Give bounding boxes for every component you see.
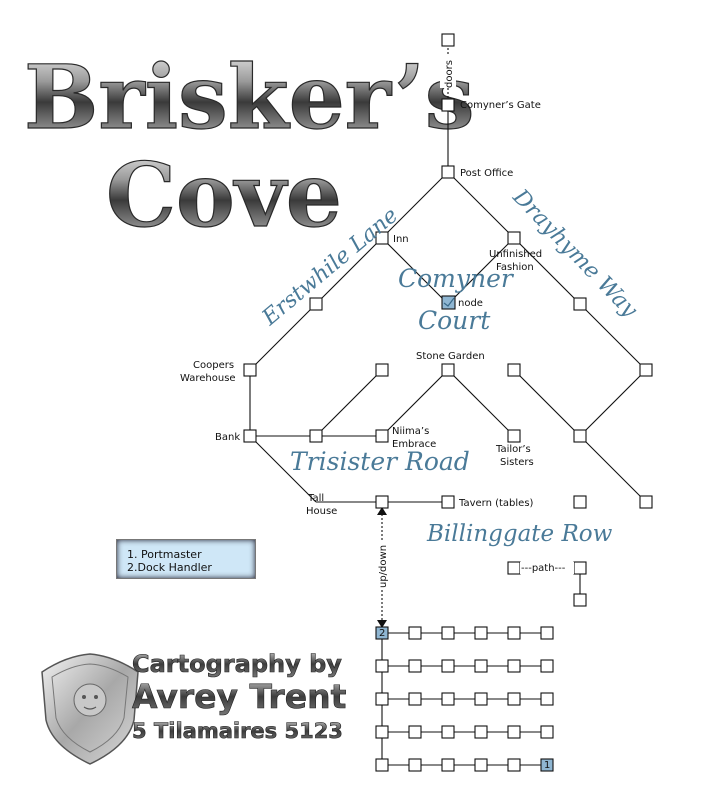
credit-line-1: Cartography by bbox=[132, 650, 342, 678]
street-trisister-road: Trisister Road bbox=[290, 447, 470, 476]
path-label-bg bbox=[520, 562, 574, 574]
label-coopers-1: Coopers bbox=[193, 360, 234, 371]
label-niimas-2: Embrace bbox=[392, 439, 436, 450]
grid-node[interactable] bbox=[441, 758, 455, 772]
legend-item-dock-handler: 2.Dock Handler bbox=[127, 561, 212, 574]
label-unfinished-fashion-1: Unfinished bbox=[489, 249, 542, 260]
grid-node[interactable] bbox=[408, 626, 422, 640]
node-bank[interactable] bbox=[243, 429, 257, 443]
grid-node[interactable] bbox=[474, 692, 488, 706]
node-post-office[interactable] bbox=[441, 165, 455, 179]
grid-node[interactable] bbox=[507, 626, 521, 640]
grid-node[interactable] bbox=[441, 692, 455, 706]
check-icon bbox=[443, 297, 455, 307]
label-post-office: Post Office bbox=[460, 168, 513, 179]
node-path-south[interactable] bbox=[573, 593, 587, 607]
grid-node[interactable] bbox=[540, 626, 554, 640]
grid-node[interactable] bbox=[507, 758, 521, 772]
node-erstwhile-mid[interactable] bbox=[309, 297, 323, 311]
grid-node[interactable] bbox=[408, 758, 422, 772]
grid-node[interactable] bbox=[540, 692, 554, 706]
grid-node[interactable] bbox=[474, 758, 488, 772]
grid-node[interactable] bbox=[408, 659, 422, 673]
title-line-1: Brisker’s bbox=[24, 45, 474, 149]
street-billinggate-row: Billinggate Row bbox=[426, 521, 613, 547]
grid-node[interactable] bbox=[375, 659, 389, 673]
legend-item-portmaster: 1. Portmaster bbox=[127, 548, 202, 561]
node-tailors-sisters[interactable] bbox=[507, 429, 521, 443]
updown-label-bg bbox=[374, 540, 390, 588]
label-tall-1: Tall bbox=[307, 493, 324, 504]
node-court-east[interactable] bbox=[507, 363, 521, 377]
node-doors-top[interactable] bbox=[441, 33, 455, 47]
grid-node[interactable] bbox=[441, 725, 455, 739]
node-tavern[interactable] bbox=[441, 495, 455, 509]
label-niimas-1: Niima’s bbox=[392, 426, 429, 437]
grid-node[interactable] bbox=[375, 758, 389, 772]
node-comyners-gate[interactable] bbox=[441, 98, 455, 112]
node-billinggate-west[interactable] bbox=[573, 495, 587, 509]
label-inn: Inn bbox=[393, 234, 409, 245]
node-trisister-mid[interactable] bbox=[309, 429, 323, 443]
label-comyners-gate: Comyner’s Gate bbox=[460, 100, 541, 111]
grid-node[interactable] bbox=[507, 659, 521, 673]
label-tailors-2: Sisters bbox=[500, 457, 534, 468]
grid-node[interactable] bbox=[507, 725, 521, 739]
label-stone-garden: Stone Garden bbox=[416, 351, 485, 362]
label-coopers-2: Warehouse bbox=[180, 373, 236, 384]
node-tall-house-junction[interactable] bbox=[375, 495, 389, 509]
grid-node[interactable] bbox=[474, 659, 488, 673]
label-bank: Bank bbox=[215, 432, 240, 443]
node-billinggate-east[interactable] bbox=[639, 495, 653, 509]
grid-node[interactable] bbox=[375, 692, 389, 706]
node-path-east[interactable] bbox=[573, 561, 587, 575]
arrow-up-icon bbox=[377, 507, 387, 515]
node-niimas-embrace[interactable] bbox=[375, 429, 389, 443]
node-court-west[interactable] bbox=[375, 363, 389, 377]
grid-node[interactable] bbox=[507, 692, 521, 706]
grid-node[interactable] bbox=[408, 725, 422, 739]
node-coopers-warehouse[interactable] bbox=[243, 363, 257, 377]
grid-node[interactable] bbox=[408, 692, 422, 706]
grid-node[interactable] bbox=[474, 725, 488, 739]
street-comyner-court-line2: Court bbox=[418, 306, 491, 335]
title-line-2: Cove bbox=[106, 143, 342, 247]
legend-box: 1. Portmaster 2.Dock Handler bbox=[116, 539, 256, 579]
grid-marker-end[interactable] bbox=[540, 758, 554, 772]
label-tailors-1: Tailor’s bbox=[495, 444, 531, 455]
grid-node[interactable] bbox=[540, 725, 554, 739]
doors-label-bg bbox=[440, 56, 456, 88]
grid-node[interactable] bbox=[441, 626, 455, 640]
node-unfinished-fashion[interactable] bbox=[507, 231, 521, 245]
node-path-west[interactable] bbox=[507, 561, 521, 575]
lion-shield-icon bbox=[41, 653, 139, 765]
grid-marker-start[interactable] bbox=[375, 626, 389, 640]
grid-node[interactable] bbox=[474, 626, 488, 640]
label-unfinished-fashion-2: Fashion bbox=[496, 262, 534, 273]
node-drayhyme-east[interactable] bbox=[639, 363, 653, 377]
label-path: ---path--- bbox=[521, 563, 566, 574]
credit-line-2: Avrey Trent bbox=[132, 677, 347, 716]
arrow-down-icon bbox=[377, 620, 387, 628]
label-up-down: up/down bbox=[378, 545, 389, 588]
grid-marker-start-label: 2 bbox=[379, 628, 385, 639]
room-grid bbox=[375, 626, 554, 772]
node-inn[interactable] bbox=[375, 231, 389, 245]
node-junction-east[interactable] bbox=[573, 429, 587, 443]
node-stone-garden[interactable] bbox=[441, 363, 455, 377]
label-tavern: Tavern (tables) bbox=[458, 498, 534, 509]
grid-node[interactable] bbox=[441, 659, 455, 673]
grid-node[interactable] bbox=[375, 725, 389, 739]
grid-node[interactable] bbox=[540, 659, 554, 673]
grid-marker-end-label: 1 bbox=[544, 760, 550, 771]
credit-line-3: 5 Tilamaires 5123 bbox=[132, 719, 343, 743]
label-tall-2: House bbox=[306, 506, 337, 517]
node-drayhyme-mid[interactable] bbox=[573, 297, 587, 311]
street-comyner-court-line1: Comyner bbox=[398, 264, 515, 293]
node-comyner-court[interactable] bbox=[441, 295, 456, 310]
label-doors: doors bbox=[444, 60, 455, 88]
label-node: node bbox=[458, 298, 483, 309]
